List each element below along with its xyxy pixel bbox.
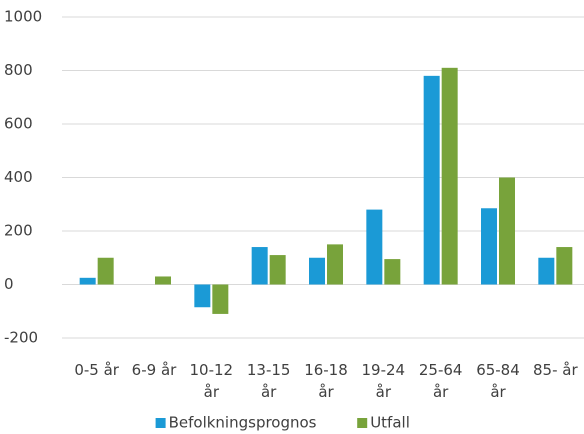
bar [97,257,114,285]
bar [194,284,211,308]
bar [155,276,171,285]
y-tick-label: 1000 [4,8,42,26]
x-tick-label: 0-5 år [74,361,119,379]
bar [499,177,515,285]
x-tick-label: 19-24 år [361,361,406,401]
bar [251,247,268,285]
x-tick-label: 65-84 år [476,361,520,401]
bar [309,257,325,285]
bar [366,209,383,285]
bar [269,255,286,285]
legend-label: Utfall [370,414,410,432]
x-tick-label: 85- år [533,361,578,379]
legend-swatch [155,418,166,428]
y-tick-label: 0 [4,275,14,293]
bar [79,277,96,285]
x-tick-label: 25-64 år [418,361,463,401]
y-tick-label: 200 [4,222,33,240]
y-tick-label: 400 [4,168,33,186]
legend-swatch [357,418,368,428]
bar [538,257,555,285]
bar [441,67,458,285]
bar [212,284,229,314]
x-tick-label: 10-12 år [189,361,234,401]
bar [556,247,573,285]
bar [423,75,440,285]
y-tick-label: 600 [4,115,33,133]
legend-label: Befolkningsprognos [169,414,317,432]
bar [327,244,343,285]
x-tick-label: 13-15 år [246,361,291,401]
y-tick-label: -200 [4,329,38,347]
x-tick-label: 16-18 år [304,361,348,401]
bar [384,259,401,285]
y-tick-label: 800 [4,61,33,79]
bar [481,208,497,285]
x-tick-label: 6-9 år [131,361,177,379]
